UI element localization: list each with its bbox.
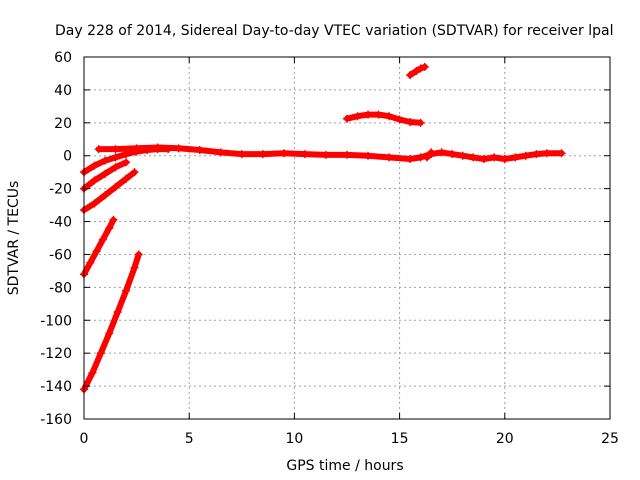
data-point: [88, 368, 97, 377]
data-point: [458, 151, 467, 160]
data-points: [80, 62, 566, 394]
y-tick-label: -140: [40, 379, 72, 395]
axis-ticks: 0 5 10 15 20 25 -160 -140 -120 -100 -80 -60 -40 -20 0 2…: [40, 50, 619, 447]
series-line: [81, 169, 138, 213]
data-point: [153, 145, 162, 154]
y-tick-label: -60: [49, 247, 72, 263]
data-point: [90, 199, 99, 208]
data-point: [490, 153, 499, 162]
data-point: [343, 114, 351, 123]
data-point: [353, 112, 362, 121]
data-point: [385, 112, 394, 121]
y-tick-label: 20: [54, 116, 72, 132]
data-point: [437, 148, 446, 157]
data-point: [500, 155, 509, 164]
y-tick-label: -100: [40, 313, 72, 329]
data-point: [422, 153, 431, 162]
data-point: [164, 145, 173, 154]
data-point: [420, 62, 429, 71]
y-tick-label: -120: [40, 346, 72, 362]
data-point: [132, 147, 141, 156]
data-point: [416, 118, 425, 127]
series-line: [407, 63, 428, 79]
grid-lines: [84, 57, 610, 419]
data-point: [343, 150, 351, 159]
x-tick-label: 15: [391, 431, 409, 447]
data-point: [111, 163, 120, 172]
data-point: [532, 150, 541, 159]
data-point: [395, 115, 404, 124]
data-point: [90, 161, 99, 170]
data-point: [406, 71, 415, 80]
data-point: [385, 153, 394, 162]
chart-title: Day 228 of 2014, Sidereal Day-to-day VTE…: [55, 23, 613, 39]
data-point: [416, 64, 425, 73]
data-point: [130, 168, 139, 177]
data-point: [130, 263, 139, 272]
data-point: [364, 110, 373, 119]
series-line: [81, 251, 142, 393]
data-point: [86, 258, 95, 267]
data-point: [109, 215, 118, 224]
data-point: [448, 150, 457, 159]
data-point: [101, 191, 110, 200]
x-tick-label: 5: [185, 431, 194, 447]
data-point: [101, 169, 110, 178]
data-point: [412, 66, 421, 75]
data-point: [143, 145, 152, 154]
data-point: [406, 117, 415, 126]
data-point: [96, 349, 105, 358]
y-tick-label: -160: [40, 412, 72, 428]
data-point: [101, 156, 110, 165]
data-point: [279, 149, 288, 158]
plot-frame: [83, 56, 611, 420]
x-tick-label: 20: [496, 431, 514, 447]
data-point: [122, 158, 131, 167]
data-point: [105, 329, 114, 338]
data-point: [511, 153, 520, 162]
data-point: [521, 151, 530, 160]
data-point: [98, 235, 107, 244]
data-point: [174, 144, 183, 153]
data-point: [111, 153, 120, 162]
data-point: [237, 150, 246, 159]
data-point: [134, 250, 143, 259]
data-point: [321, 150, 330, 159]
x-tick-label: 10: [285, 431, 303, 447]
data-point: [195, 145, 204, 154]
data-point: [479, 155, 488, 164]
data-point: [557, 149, 566, 158]
data-point: [300, 150, 309, 159]
data-point: [111, 182, 120, 191]
data-point: [92, 247, 101, 256]
data-point: [364, 151, 373, 160]
x-tick-label: 0: [80, 431, 89, 447]
y-tick-label: -40: [49, 215, 72, 231]
y-tick-label: -20: [49, 182, 72, 198]
data-point: [113, 308, 122, 317]
x-axis-label: GPS time / hours: [286, 458, 403, 474]
data-point: [90, 176, 99, 185]
y-tick-label: -80: [49, 280, 72, 296]
data-point: [122, 150, 131, 159]
y-tick-label: 60: [54, 50, 72, 66]
y-tick-label: 40: [54, 83, 72, 99]
y-tick-label: 0: [63, 149, 72, 165]
data-point: [427, 148, 436, 157]
data-point: [216, 148, 225, 157]
data-point: [122, 286, 131, 295]
data-point: [469, 153, 478, 162]
data-point: [542, 149, 551, 158]
data-point: [374, 110, 383, 119]
data-point: [94, 145, 103, 154]
data-point: [105, 224, 114, 233]
data-point: [111, 145, 120, 154]
data-point: [258, 150, 267, 159]
data-point: [122, 174, 131, 183]
data-point: [406, 155, 415, 164]
x-tick-label: 25: [601, 431, 619, 447]
y-axis-label: SDTVAR / TECUs: [6, 181, 22, 296]
